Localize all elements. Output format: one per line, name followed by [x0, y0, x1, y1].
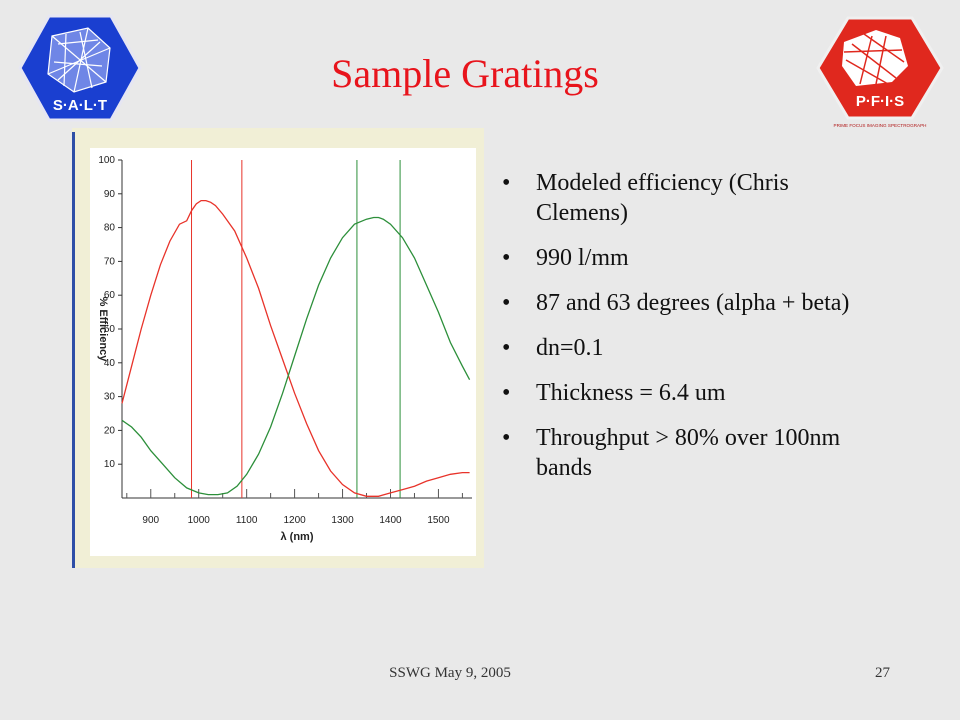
x-tick-label: 1400	[379, 515, 402, 526]
plot-background	[90, 148, 476, 556]
y-tick-label: 60	[104, 290, 116, 301]
bullet-item: dn=0.1	[496, 333, 886, 363]
slide-title: Sample Gratings	[331, 51, 599, 96]
chart-accent-bar	[72, 132, 75, 568]
pfis-instrument-icon	[842, 30, 908, 86]
x-tick-label: 1000	[188, 515, 211, 526]
salt-logo-text: S·A·L·T	[53, 97, 107, 114]
x-tick-label: 1500	[427, 515, 450, 526]
pfis-logo: P·F·I·S PRIME FOCUS IMAGING SPECTROGRAPH	[816, 16, 944, 128]
footer-text: SSWG May 9, 2005	[389, 665, 511, 681]
x-tick-label: 1300	[331, 515, 354, 526]
x-tick-label: 1100	[236, 515, 258, 526]
y-tick-label: 10	[104, 459, 116, 470]
y-tick-label: 80	[104, 223, 116, 234]
pfis-logo-text: P·F·I·S	[856, 93, 904, 110]
y-tick-label: 90	[104, 189, 116, 200]
x-tick-label: 900	[142, 515, 159, 526]
page-number: 27	[875, 665, 890, 681]
series-line-red	[121, 199, 470, 497]
x-tick-label: 1200	[283, 515, 306, 526]
bullet-list: Modeled efficiency (Chris Clemens) 990 l…	[496, 168, 886, 498]
y-tick-label: 40	[104, 358, 116, 369]
salt-telescope-icon	[47, 27, 111, 93]
y-axis-label: % Efficiency	[97, 297, 109, 363]
y-tick-label: 20	[104, 425, 116, 436]
efficiency-chart: 10 20 30 40 50 60 70 80 90 100 900 1000 1100 1200 1300…	[90, 148, 476, 556]
bullet-item: 990 l/mm	[496, 243, 886, 273]
bullet-item: Modeled efficiency (Chris Clemens)	[496, 168, 886, 228]
y-tick-label: 100	[98, 155, 115, 166]
bullet-item: Thickness = 6.4 um	[496, 378, 886, 408]
salt-logo: S·A·L·T	[18, 14, 142, 122]
y-tick-label: 30	[104, 392, 116, 403]
y-tick-label: 70	[104, 256, 116, 267]
y-tick-label: 50	[104, 324, 116, 335]
pfis-logo-subtext: PRIME FOCUS IMAGING SPECTROGRAPH	[834, 123, 927, 128]
x-axis-label: λ (nm)	[281, 531, 314, 543]
bullet-item: 87 and 63 degrees (alpha + beta)	[496, 288, 886, 318]
series-line-green	[121, 216, 471, 496]
bullet-item: Throughput > 80% over 100nm bands	[496, 423, 886, 483]
